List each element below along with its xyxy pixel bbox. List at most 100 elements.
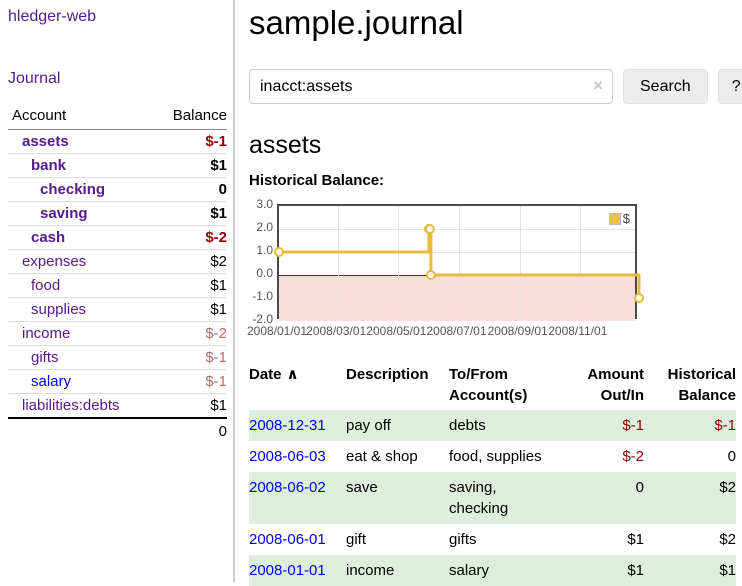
search-button[interactable]: Search [623, 69, 708, 105]
register-row: 2008-01-01 income salary $1 $1 [249, 554, 736, 586]
transaction-date-link[interactable]: 2008-01-01 [249, 561, 326, 579]
y-axis-tick-label: 0.0 [256, 266, 273, 281]
transaction-date-link[interactable]: 2008-06-02 [249, 478, 326, 496]
register-balance: $2 [719, 530, 736, 548]
register-date-cell: 2008-06-01 [249, 524, 346, 555]
accounts-table: Account Balance assets $-1 bank $1 checking 0… [8, 104, 227, 444]
register-table: Date ∧ Description To/From Account(s) Amo… [249, 363, 736, 586]
register-description: gift [346, 530, 367, 548]
account-balance: $-2 [155, 321, 227, 346]
search-form: × Search ? [249, 69, 742, 105]
register-description: income [346, 561, 395, 579]
account-link[interactable]: food [31, 277, 61, 294]
y-axis-tick-label: 3.0 [256, 197, 273, 212]
search-input[interactable] [249, 69, 613, 105]
chart-legend: $ [608, 211, 630, 226]
account-link[interactable]: expenses [22, 253, 87, 270]
account-row: gifts $-1 [8, 345, 227, 370]
account-name-cell: supplies [8, 297, 156, 322]
y-axis-tick-label: 2.0 [256, 220, 273, 235]
page-title: sample.journal [249, 4, 464, 41]
sort-ascending-icon: ∧ [286, 366, 299, 384]
register-body: 2008-12-31 pay off debts $-1 $-1 2008-06-03 ea… [249, 409, 736, 586]
transaction-date-link[interactable]: 2008-06-01 [249, 530, 326, 548]
x-axis-tick-label: 2008/07/01 [426, 324, 487, 339]
journal-link[interactable]: Journal [8, 70, 61, 87]
account-link[interactable]: liabilities:debts [22, 397, 120, 414]
account-row: supplies $1 [8, 297, 227, 322]
register-header-date[interactable]: Date ∧ [249, 366, 299, 384]
account-link[interactable]: gifts [31, 349, 59, 366]
x-axis-tick-label: 2008/09/01 [487, 324, 548, 339]
account-row: liabilities:debts $1 [8, 393, 227, 418]
account-link[interactable]: supplies [31, 301, 87, 318]
y-axis-tick-label: -2.0 [252, 312, 273, 327]
account-row: cash $-2 [8, 225, 227, 250]
account-name-cell: saving [8, 201, 156, 226]
accounts-header-row: Account Balance [8, 104, 227, 130]
register-balance: $1 [719, 561, 736, 579]
register-header-amount: Amount Out/In [587, 366, 644, 404]
account-row: food $1 [8, 273, 227, 298]
help-button[interactable]: ? [717, 69, 742, 105]
clear-search-icon[interactable]: × [593, 76, 603, 96]
x-axis-tick-label: 2008/05/01 [366, 324, 427, 339]
account-name-cell: assets [8, 130, 155, 154]
v-gridline [338, 206, 340, 318]
register-amount: 0 [635, 478, 644, 496]
account-balance: $-1 [205, 133, 227, 150]
account-name-cell: income [8, 321, 156, 346]
register-header-balance: Historical Balance [667, 366, 736, 404]
y-axis-tick-label: 1.0 [256, 243, 273, 258]
v-gridline [519, 206, 521, 318]
account-name-cell: food [8, 273, 156, 298]
sidebar: hledger-web Journal Account Balance asse… [0, 0, 235, 582]
main-pane: sample.journal × Search ? assets Histori… [235, 0, 742, 586]
account-link[interactable]: income [22, 325, 71, 342]
account-row: saving $1 [8, 201, 227, 226]
register-date-cell: 2008-06-02 [249, 472, 346, 524]
register-header-description: Description [346, 366, 429, 384]
h-gridline [279, 229, 635, 231]
transaction-date-link[interactable]: 2008-06-03 [249, 447, 326, 465]
app-title-link[interactable]: hledger-web [8, 8, 97, 25]
register-date-cell: 2008-01-01 [249, 555, 346, 586]
nav-journal: Journal [8, 70, 225, 88]
account-link[interactable]: bank [31, 157, 67, 174]
historical-balance-chart: $ 3.0 2.0 1.0 0.0 -1.0 -2.0 2008/01/01 2008/03/… [247, 197, 644, 343]
register-accounts: food, supplies [449, 447, 542, 465]
legend-swatch [608, 212, 621, 225]
data-point-marker [424, 224, 435, 235]
account-link[interactable]: checking [40, 181, 106, 198]
register-balance: $2 [719, 478, 736, 496]
register-accounts: saving, checking [449, 478, 509, 517]
account-balance: $-2 [155, 225, 227, 250]
account-balance: 0 [155, 177, 227, 202]
accounts-total-row: 0 [8, 417, 227, 444]
register-description: save [346, 478, 378, 496]
account-name-cell: expenses [8, 249, 156, 274]
account-link[interactable]: saving [40, 205, 88, 222]
transaction-date-link[interactable]: 2008-12-31 [249, 416, 326, 434]
account-link[interactable]: assets [22, 133, 69, 150]
account-balance: $1 [155, 393, 227, 418]
v-gridline [398, 206, 400, 318]
account-balance: $2 [155, 249, 227, 274]
account-link[interactable]: cash [31, 229, 66, 246]
account-link[interactable]: salary [31, 373, 72, 390]
v-gridline [458, 206, 460, 318]
data-point-marker [634, 293, 644, 304]
account-balance: $-1 [155, 345, 227, 370]
account-name-cell: bank [8, 153, 156, 178]
register-amount: $-1 [622, 416, 644, 434]
x-axis-tick-label: 2008/01/01 [246, 324, 308, 339]
data-point-marker [274, 247, 284, 258]
account-row: expenses $2 [8, 249, 227, 274]
h-gridline [279, 298, 635, 300]
account-balance: $1 [155, 201, 227, 226]
accounts-header-account: Account [8, 104, 156, 130]
register-amount: $1 [627, 561, 644, 579]
register-amount: $-2 [622, 447, 644, 465]
account-balance: $-1 [155, 369, 227, 394]
accounts-header-balance: Balance [155, 104, 227, 130]
